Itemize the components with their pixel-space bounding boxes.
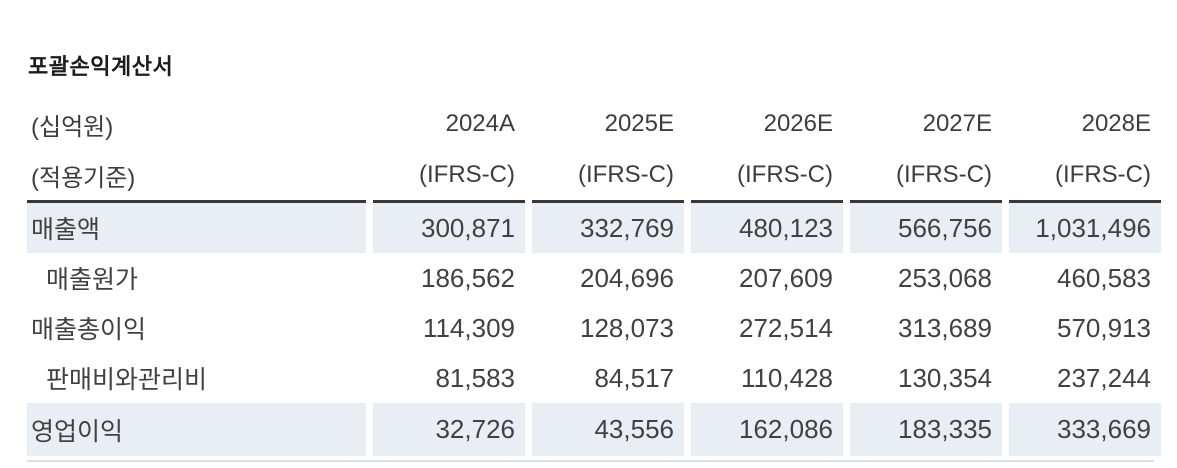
metric-label: 매출액 [27,200,366,253]
accounting-basis-row: (적용기준) (IFRS-C) (IFRS-C) (IFRS-C) (IFRS-… [27,150,1161,200]
metric-label: 매출총이익 [31,316,147,344]
metric-value-cell: 183,335 [850,403,1002,456]
basis-value: (IFRS-C) [1055,161,1151,188]
metric-label: 판매비와관리비 [46,366,208,394]
metric-value-cell: 162,086 [691,403,843,456]
year-column-header: 2027E [922,110,992,137]
table-row-operating-profit: 영업이익 32,726 43,556 162,086 183,335 333,6… [27,403,1161,456]
metric-value-cell: 186,562 [421,262,515,293]
metric-value-cell: 570,913 [1057,312,1151,343]
basis-value: (IFRS-C) [419,161,515,188]
table-row-revenue: 매출액 300,871 332,769 480,123 566,756 1,03… [27,200,1161,253]
table-title: 포괄손익계산서 [28,54,174,79]
metric-value-cell: 460,583 [1057,262,1151,293]
table-row-sga-expenses: 판매비와관리비 81,583 84,517 110,428 130,354 23… [27,353,1161,403]
metric-value-cell: 300,871 [373,200,525,253]
basis-value: (IFRS-C) [578,161,674,188]
metric-value-cell: 272,514 [739,312,833,343]
table-row-gross-profit: 매출총이익 114,309 128,073 272,514 313,689 57… [27,303,1161,353]
metric-value-cell: 81,583 [435,362,515,393]
metric-value-cell: 204,696 [580,262,674,293]
year-column-header: 2026E [763,110,833,137]
metric-value-cell: 114,309 [422,312,515,343]
metric-value-cell: 253,068 [898,262,992,293]
metric-label: 영업이익 [27,403,366,456]
basis-value: (IFRS-C) [737,161,833,188]
metric-value-cell: 128,073 [580,312,674,343]
metric-value-cell: 237,244 [1057,362,1151,393]
metric-value-cell: 110,428 [740,362,833,393]
table-row-cost-of-sales: 매출원가 186,562 204,696 207,609 253,068 460… [27,253,1161,303]
year-header-row: (십억원) 2024A 2025E 2026E 2027E 2028E [27,98,1161,150]
metric-label: 매출원가 [46,266,139,294]
unit-label: (십억원) [31,113,114,141]
metric-value-cell: 84,517 [594,362,674,393]
basis-label: (적용기준) [31,164,136,192]
metric-value-cell: 1,031,496 [1009,200,1161,253]
metric-value-cell: 333,669 [1009,403,1161,456]
metric-value-cell: 332,769 [532,200,684,253]
metric-value-cell: 32,726 [373,403,525,456]
year-column-header: 2028E [1081,110,1151,137]
metric-value-cell: 566,756 [850,200,1002,253]
metric-value-cell: 313,689 [898,312,992,343]
metric-value-cell: 43,556 [532,403,684,456]
year-column-header: 2024A [445,110,515,137]
year-column-header: 2025E [604,110,674,137]
basis-value: (IFRS-C) [896,161,992,188]
metric-value-cell: 130,354 [898,362,992,393]
metric-value-cell: 480,123 [691,200,843,253]
table-bottom-divider [27,460,1154,462]
income-statement-table: (십억원) 2024A 2025E 2026E 2027E 2028E (적용기… [20,98,1168,456]
metric-value-cell: 207,609 [739,262,833,293]
